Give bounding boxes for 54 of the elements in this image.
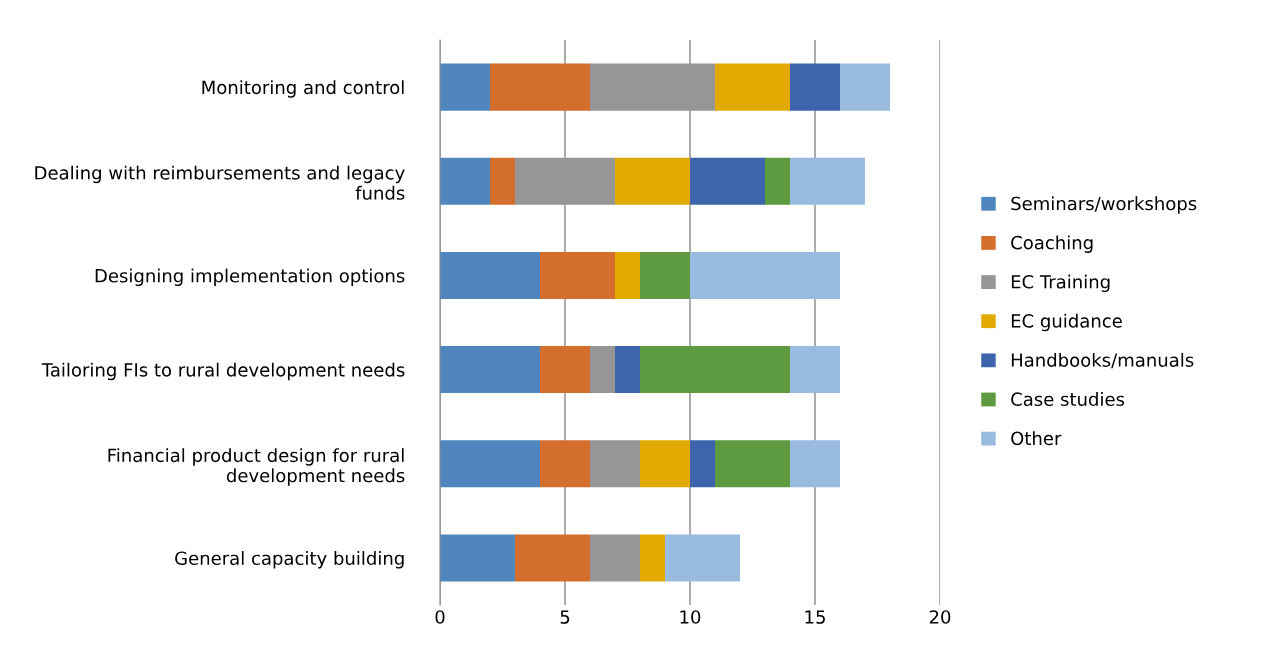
y-tick-label: Designing implementation options [95, 268, 405, 287]
y-tick-label: Tailoring FIs to rural development needs [41, 362, 405, 381]
legend-label: Case studies [1011, 392, 1125, 407]
x-tick-label: 20 [929, 610, 951, 624]
bar [790, 157, 865, 205]
bar [665, 534, 740, 582]
bar [540, 346, 590, 394]
x-tick-label: 5 [560, 610, 570, 624]
y-tick-label: General capacity building [175, 551, 404, 569]
bar [840, 63, 890, 111]
bar [715, 440, 790, 488]
bar [440, 440, 540, 488]
bar [490, 157, 515, 205]
legend-label: Seminars/workshops [1011, 196, 1197, 214]
bar [440, 63, 490, 111]
bar [690, 157, 765, 205]
bar [515, 534, 590, 582]
x-tick-label: 15 [805, 610, 825, 624]
bar [440, 157, 490, 205]
bar [790, 63, 840, 111]
bar [790, 346, 840, 394]
y-tick-label: Financial product design for rural development needs [108, 448, 405, 486]
bar [690, 251, 840, 299]
bar [440, 346, 540, 394]
bar [540, 440, 590, 488]
bar [640, 440, 690, 488]
bar [490, 63, 590, 111]
bar [690, 440, 715, 488]
bar [615, 157, 690, 205]
bar [515, 157, 615, 205]
bar [440, 251, 540, 299]
y-tick-label: Monitoring and control [202, 80, 404, 98]
bar [590, 534, 640, 582]
bar [590, 440, 640, 488]
bar [640, 251, 690, 299]
legend-label: Other [1011, 431, 1062, 446]
x-tick-label: 0 [435, 610, 445, 624]
legend-label: EC guidance [1011, 313, 1122, 332]
bar [590, 63, 715, 111]
legend-label: Handbooks/manuals [1011, 352, 1194, 369]
bar [615, 346, 640, 394]
bar [790, 440, 840, 488]
y-tick-label: Dealing with reimbursements and legacy funds [35, 165, 405, 200]
bar [640, 534, 665, 582]
bar [540, 251, 615, 299]
legend-label: Coaching [1011, 235, 1093, 253]
bar [765, 157, 790, 205]
bar [715, 63, 790, 111]
bar [615, 251, 640, 299]
legend-label: EC Training [1011, 274, 1110, 293]
bar [440, 534, 515, 582]
bar [640, 346, 790, 394]
x-tick-label: 10 [680, 610, 701, 624]
bar [590, 346, 615, 394]
